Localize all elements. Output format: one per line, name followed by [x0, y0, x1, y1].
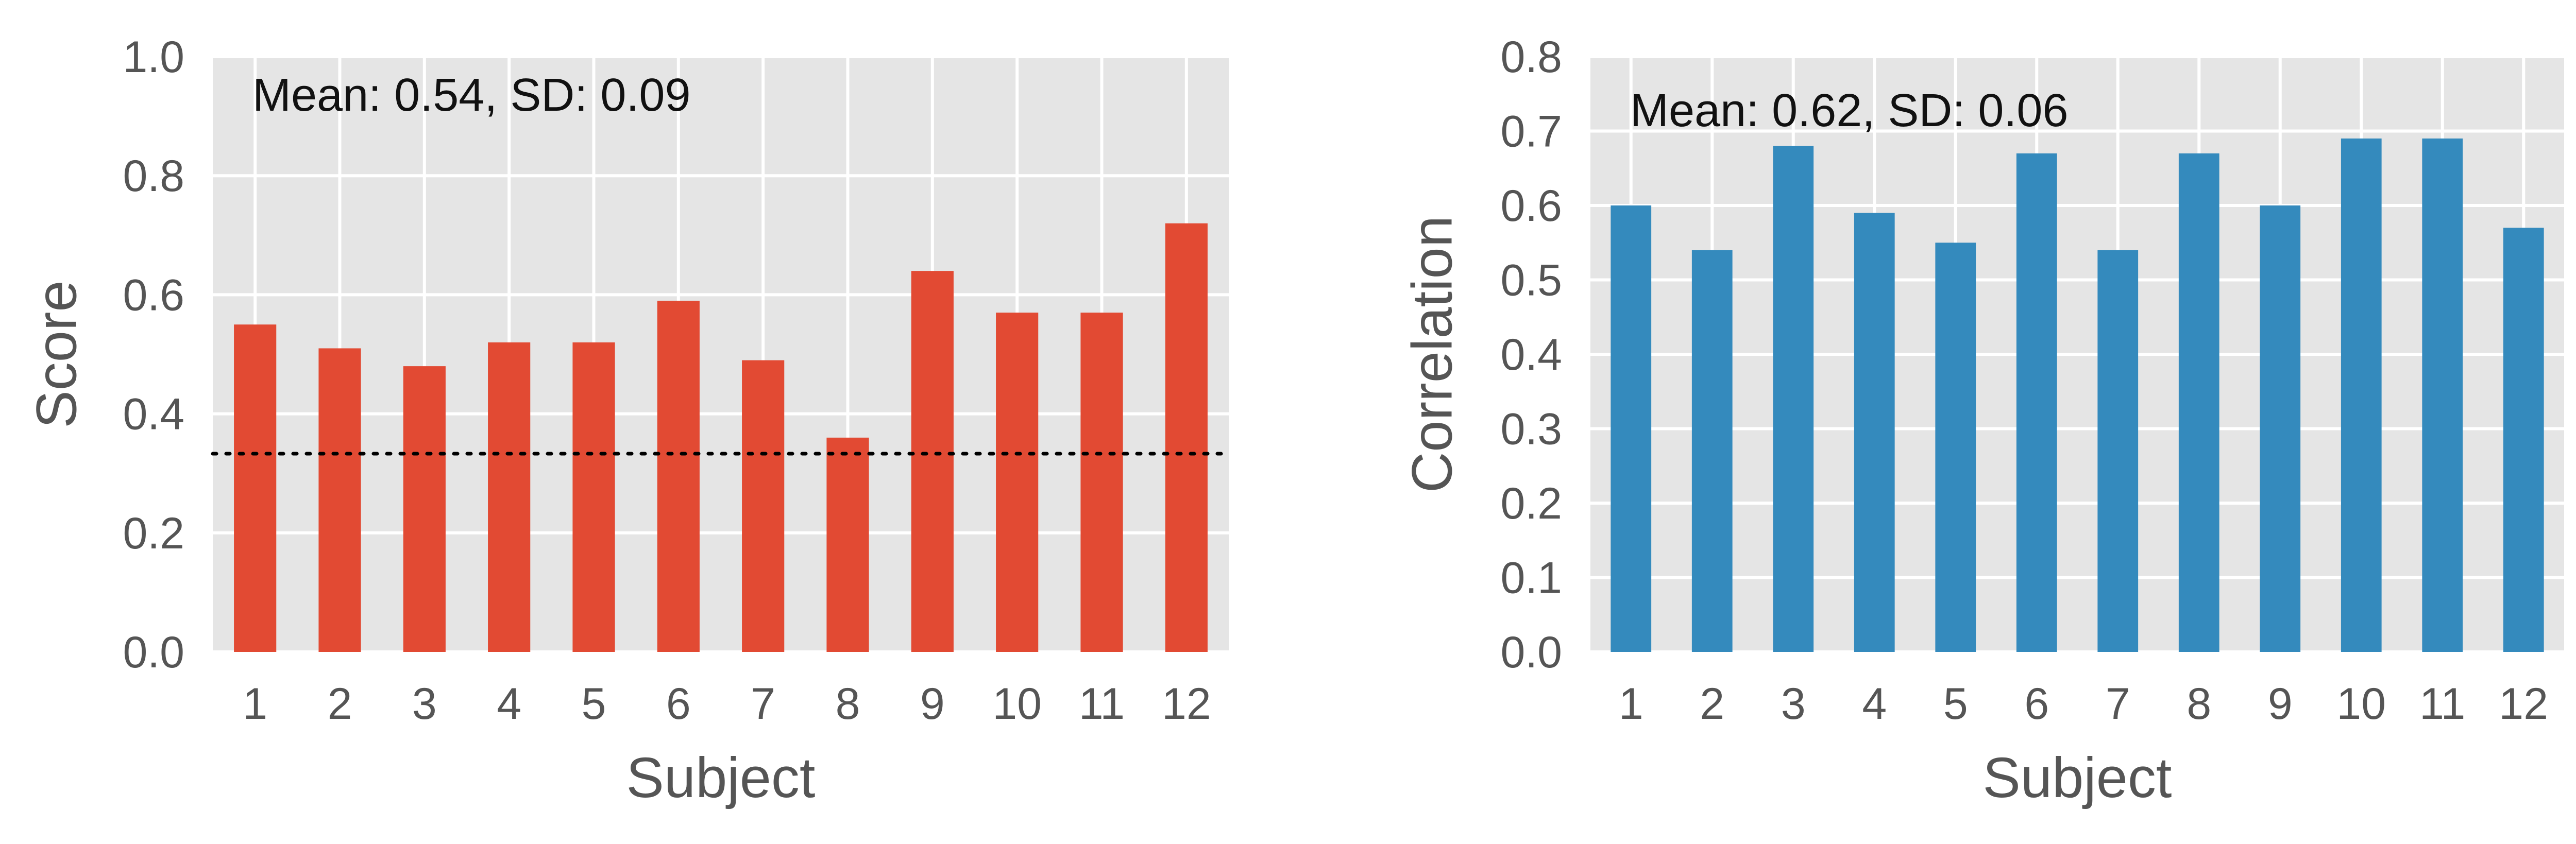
x-tick-label: 3 [1781, 679, 1806, 729]
correlation-chart: 0.00.10.20.30.40.50.60.70.8 1 2 3 4 5 6 7 8 9 10 1… [1401, 32, 2564, 809]
bar-subject-3 [403, 366, 446, 652]
bar-subject-1 [1611, 205, 1652, 652]
x-tick-label: 5 [582, 679, 606, 729]
correlation-x-axis-label: Subject [1983, 746, 2172, 809]
bar-subject-11 [2422, 138, 2463, 652]
score-chart: 0.00.20.40.60.81.0 1 2 3 4 5 6 7 8 9 10 11 12 Mean:… [25, 32, 1231, 809]
x-tick-label: 1 [243, 679, 267, 729]
y-tick-label: 0.6 [1500, 181, 1562, 231]
bar-subject-12 [1165, 223, 1208, 652]
x-tick-label: 9 [2268, 679, 2293, 729]
y-tick-label: 0.3 [1500, 405, 1562, 454]
x-tick-label: 4 [1862, 679, 1887, 729]
x-tick-label: 7 [2106, 679, 2130, 729]
score-annotation: Mean: 0.54, SD: 0.09 [252, 70, 691, 121]
bar-subject-2 [1691, 250, 1733, 652]
score-y-axis-label: Score [25, 280, 89, 428]
bar-subject-10 [996, 313, 1039, 652]
bar-subject-7 [2097, 250, 2139, 652]
y-tick-label: 0.8 [123, 151, 184, 201]
bar-subject-8 [826, 437, 869, 652]
bar-subject-12 [2503, 228, 2544, 652]
x-tick-label: 8 [836, 679, 860, 729]
bar-subject-9 [2260, 205, 2301, 652]
x-tick-label: 12 [2499, 679, 2548, 729]
score-x-axis-label: Subject [626, 746, 816, 809]
x-tick-label: 2 [1700, 679, 1724, 729]
x-tick-label: 8 [2187, 679, 2211, 729]
correlation-bars [1611, 138, 2544, 652]
x-tick-label: 5 [1943, 679, 1968, 729]
score-plot-area [213, 57, 1229, 652]
bar-subject-6 [2016, 153, 2057, 652]
bar-subject-6 [657, 300, 700, 652]
x-tick-label: 4 [497, 679, 521, 729]
y-tick-label: 0.4 [1500, 330, 1562, 380]
bar-subject-8 [2178, 153, 2219, 652]
y-tick-label: 0.2 [1500, 479, 1562, 528]
score-y-tick-labels: 0.0 0.2 0.4 0.6 0.8 1.0 [123, 32, 184, 677]
score-x-tick-labels: 1 2 3 4 5 6 7 8 9 10 11 12 [243, 679, 1211, 729]
score-bars [234, 223, 1208, 652]
bar-subject-1 [234, 324, 277, 652]
bar-subject-3 [1773, 146, 1814, 652]
y-tick-label: 0.6 [123, 270, 184, 320]
x-tick-label: 3 [412, 679, 437, 729]
bar-subject-5 [572, 342, 615, 652]
y-tick-label: 0.5 [1500, 256, 1562, 305]
x-tick-label: 7 [751, 679, 775, 729]
y-tick-label: 0.0 [123, 628, 184, 677]
y-tick-label: 0.1 [1500, 554, 1562, 603]
bar-subject-11 [1080, 313, 1123, 652]
x-tick-label: 6 [2024, 679, 2049, 729]
bar-subject-9 [911, 271, 954, 652]
x-tick-label: 10 [2336, 679, 2386, 729]
y-tick-label: 1.0 [123, 32, 184, 82]
bar-subject-10 [2341, 138, 2382, 652]
x-tick-label: 9 [920, 679, 945, 729]
bar-subject-4 [1854, 213, 1895, 652]
correlation-y-axis-label: Correlation [1401, 216, 1464, 493]
x-tick-label: 11 [2419, 679, 2465, 729]
x-tick-label: 11 [1079, 679, 1125, 729]
correlation-y-tick-labels: 0.0 0.1 0.2 0.3 0.4 0.5 0.6 0.7 0.8 [1500, 32, 1562, 677]
correlation-annotation: Mean: 0.62, SD: 0.06 [1630, 85, 2069, 136]
bar-subject-7 [742, 360, 785, 652]
y-tick-label: 0.8 [1500, 32, 1562, 82]
x-tick-label: 1 [1619, 679, 1643, 729]
y-tick-label: 0.0 [1500, 628, 1562, 677]
x-tick-label: 12 [1162, 679, 1211, 729]
y-tick-label: 0.2 [123, 509, 184, 558]
x-tick-label: 2 [328, 679, 352, 729]
y-tick-label: 0.4 [123, 390, 184, 439]
bar-subject-5 [1935, 243, 1976, 652]
x-tick-label: 10 [992, 679, 1042, 729]
x-tick-label: 6 [666, 679, 691, 729]
bar-subject-4 [488, 342, 531, 652]
y-tick-label: 0.7 [1500, 107, 1562, 157]
correlation-x-tick-labels: 1 2 3 4 5 6 7 8 9 10 11 12 [1619, 679, 2548, 729]
bar-subject-2 [318, 348, 361, 652]
